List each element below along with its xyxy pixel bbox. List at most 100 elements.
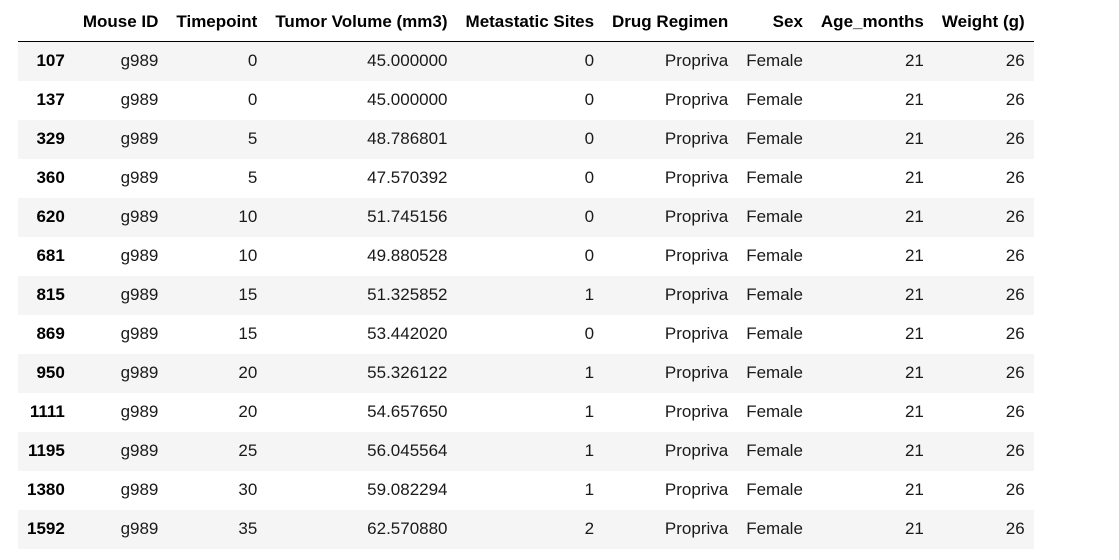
cell-metastatic-sites: 2: [584, 519, 595, 538]
cell-timepoint: 5: [247, 168, 258, 187]
cell-drug-regimen: Propriva: [664, 129, 729, 148]
cell-age-months: 21: [904, 324, 924, 343]
cell-timepoint: 30: [238, 480, 258, 499]
table-row: 1592 g989 35 62.570880 2 Propriva Female 21 26: [18, 509, 1034, 549]
column-header-mouse-id: Mouse ID: [73, 3, 168, 42]
cell-sex: Female: [746, 90, 803, 109]
cell-age-months: 21: [904, 129, 924, 148]
cell-timepoint: 0: [247, 51, 258, 71]
cell-tumor-volume: 56.045564: [367, 441, 448, 460]
cell-timepoint: 10: [238, 246, 258, 265]
cell-mouse-id: g989: [120, 324, 159, 343]
cell-mouse-id: g989: [120, 441, 159, 460]
cell-drug-regimen: Propriva: [664, 441, 729, 460]
cell-sex: Female: [746, 519, 803, 538]
dataframe-table: Mouse ID Timepoint Tumor Volume (mm3) Me…: [18, 3, 1034, 549]
cell-metastatic-sites: 0: [584, 168, 595, 187]
cell-timepoint: 10: [238, 207, 258, 226]
cell-mouse-id: g989: [120, 90, 159, 109]
column-header-drug-regimen: Drug Regimen: [603, 3, 738, 42]
cell-sex: Female: [746, 441, 803, 460]
cell-tumor-volume: 53.442020: [367, 324, 448, 343]
index-header: [18, 3, 74, 42]
cell-weight: 26: [1005, 324, 1025, 343]
cell-mouse-id: g989: [120, 207, 159, 226]
cell-drug-regimen: Propriva: [664, 519, 729, 538]
cell-mouse-id: g989: [120, 129, 159, 148]
cell-tumor-volume: 49.880528: [367, 246, 448, 265]
cell-drug-regimen: Propriva: [664, 246, 729, 265]
cell-mouse-id: g989: [120, 246, 159, 265]
cell-sex: Female: [746, 480, 803, 499]
row-index: 950: [36, 363, 65, 382]
cell-sex: Female: [746, 207, 803, 226]
cell-tumor-volume: 62.570880: [367, 519, 448, 538]
cell-tumor-volume: 54.657650: [367, 402, 448, 421]
cell-metastatic-sites: 0: [584, 90, 595, 109]
row-index: 360: [36, 168, 65, 187]
column-header-timepoint: Timepoint: [167, 3, 267, 42]
cell-tumor-volume: 47.570392: [367, 168, 448, 187]
row-index: 620: [36, 207, 65, 226]
cell-weight: 26: [1005, 363, 1025, 382]
table-row: 107 g989 0 45.000000 0 Propriva Female 21 26: [18, 41, 1034, 81]
table-row: 329 g989 5 48.786801 0 Propriva Female 21 26: [18, 119, 1034, 159]
row-index: 137: [36, 90, 65, 109]
column-header-weight: Weight (g): [932, 3, 1034, 42]
cell-sex: Female: [746, 324, 803, 343]
cell-timepoint: 15: [238, 324, 258, 343]
cell-sex: Female: [746, 168, 803, 187]
cell-metastatic-sites: 0: [584, 246, 595, 265]
table-row: 360 g989 5 47.570392 0 Propriva Female 21 26: [18, 159, 1034, 198]
cell-mouse-id: g989: [120, 402, 159, 421]
cell-timepoint: 15: [238, 285, 258, 304]
row-index: 1380: [27, 480, 65, 499]
cell-metastatic-sites: 1: [584, 285, 595, 304]
cell-timepoint: 0: [247, 90, 258, 109]
cell-tumor-volume: 51.745156: [367, 207, 448, 226]
cell-metastatic-sites: 0: [584, 129, 595, 148]
cell-tumor-volume: 45.000000: [367, 51, 448, 71]
row-index: 681: [36, 246, 65, 265]
column-header-metastatic-sites: Metastatic Sites: [456, 3, 604, 42]
cell-age-months: 21: [904, 246, 924, 265]
cell-mouse-id: g989: [120, 168, 159, 187]
row-index: 869: [36, 324, 65, 343]
cell-drug-regimen: Propriva: [664, 285, 729, 304]
cell-metastatic-sites: 0: [584, 51, 595, 71]
column-header-tumor-volume: Tumor Volume (mm3): [266, 3, 457, 42]
column-header-sex: Sex: [737, 3, 812, 42]
cell-age-months: 21: [904, 441, 924, 460]
cell-sex: Female: [746, 285, 803, 304]
cell-weight: 26: [1005, 441, 1025, 460]
table-row: 1195 g989 25 56.045564 1 Propriva Female 21 26: [18, 431, 1034, 471]
cell-age-months: 21: [904, 285, 924, 304]
cell-mouse-id: g989: [120, 480, 159, 499]
header-row: Mouse ID Timepoint Tumor Volume (mm3) Me…: [18, 3, 1034, 42]
table-row: 950 g989 20 55.326122 1 Propriva Female 21 26: [18, 353, 1034, 393]
cell-sex: Female: [746, 51, 803, 71]
dataframe-output: Mouse ID Timepoint Tumor Volume (mm3) Me…: [18, 3, 1034, 549]
table-row: 620 g989 10 51.745156 0 Propriva Female 21 26: [18, 197, 1034, 237]
cell-age-months: 21: [904, 168, 924, 187]
cell-tumor-volume: 45.000000: [367, 90, 448, 109]
cell-mouse-id: g989: [120, 519, 159, 538]
table-row: 681 g989 10 49.880528 0 Propriva Female 21 26: [18, 237, 1034, 276]
cell-tumor-volume: 51.325852: [367, 285, 448, 304]
cell-age-months: 21: [904, 90, 924, 109]
cell-age-months: 21: [904, 363, 924, 382]
cell-drug-regimen: Propriva: [664, 51, 729, 71]
cell-weight: 26: [1005, 129, 1025, 148]
cell-drug-regimen: Propriva: [664, 402, 729, 421]
cell-weight: 26: [1005, 285, 1025, 304]
table-row: 1380 g989 30 59.082294 1 Propriva Female 21 26: [18, 471, 1034, 510]
cell-metastatic-sites: 0: [584, 207, 595, 226]
cell-weight: 26: [1005, 168, 1025, 187]
cell-timepoint: 20: [238, 363, 258, 382]
cell-mouse-id: g989: [120, 51, 159, 71]
cell-metastatic-sites: 0: [584, 324, 595, 343]
cell-weight: 26: [1005, 51, 1025, 71]
cell-tumor-volume: 55.326122: [367, 363, 448, 382]
column-header-age-months: Age_months: [811, 3, 933, 42]
table-row: 1111 g989 20 54.657650 1 Propriva Female 21 26: [18, 393, 1034, 432]
